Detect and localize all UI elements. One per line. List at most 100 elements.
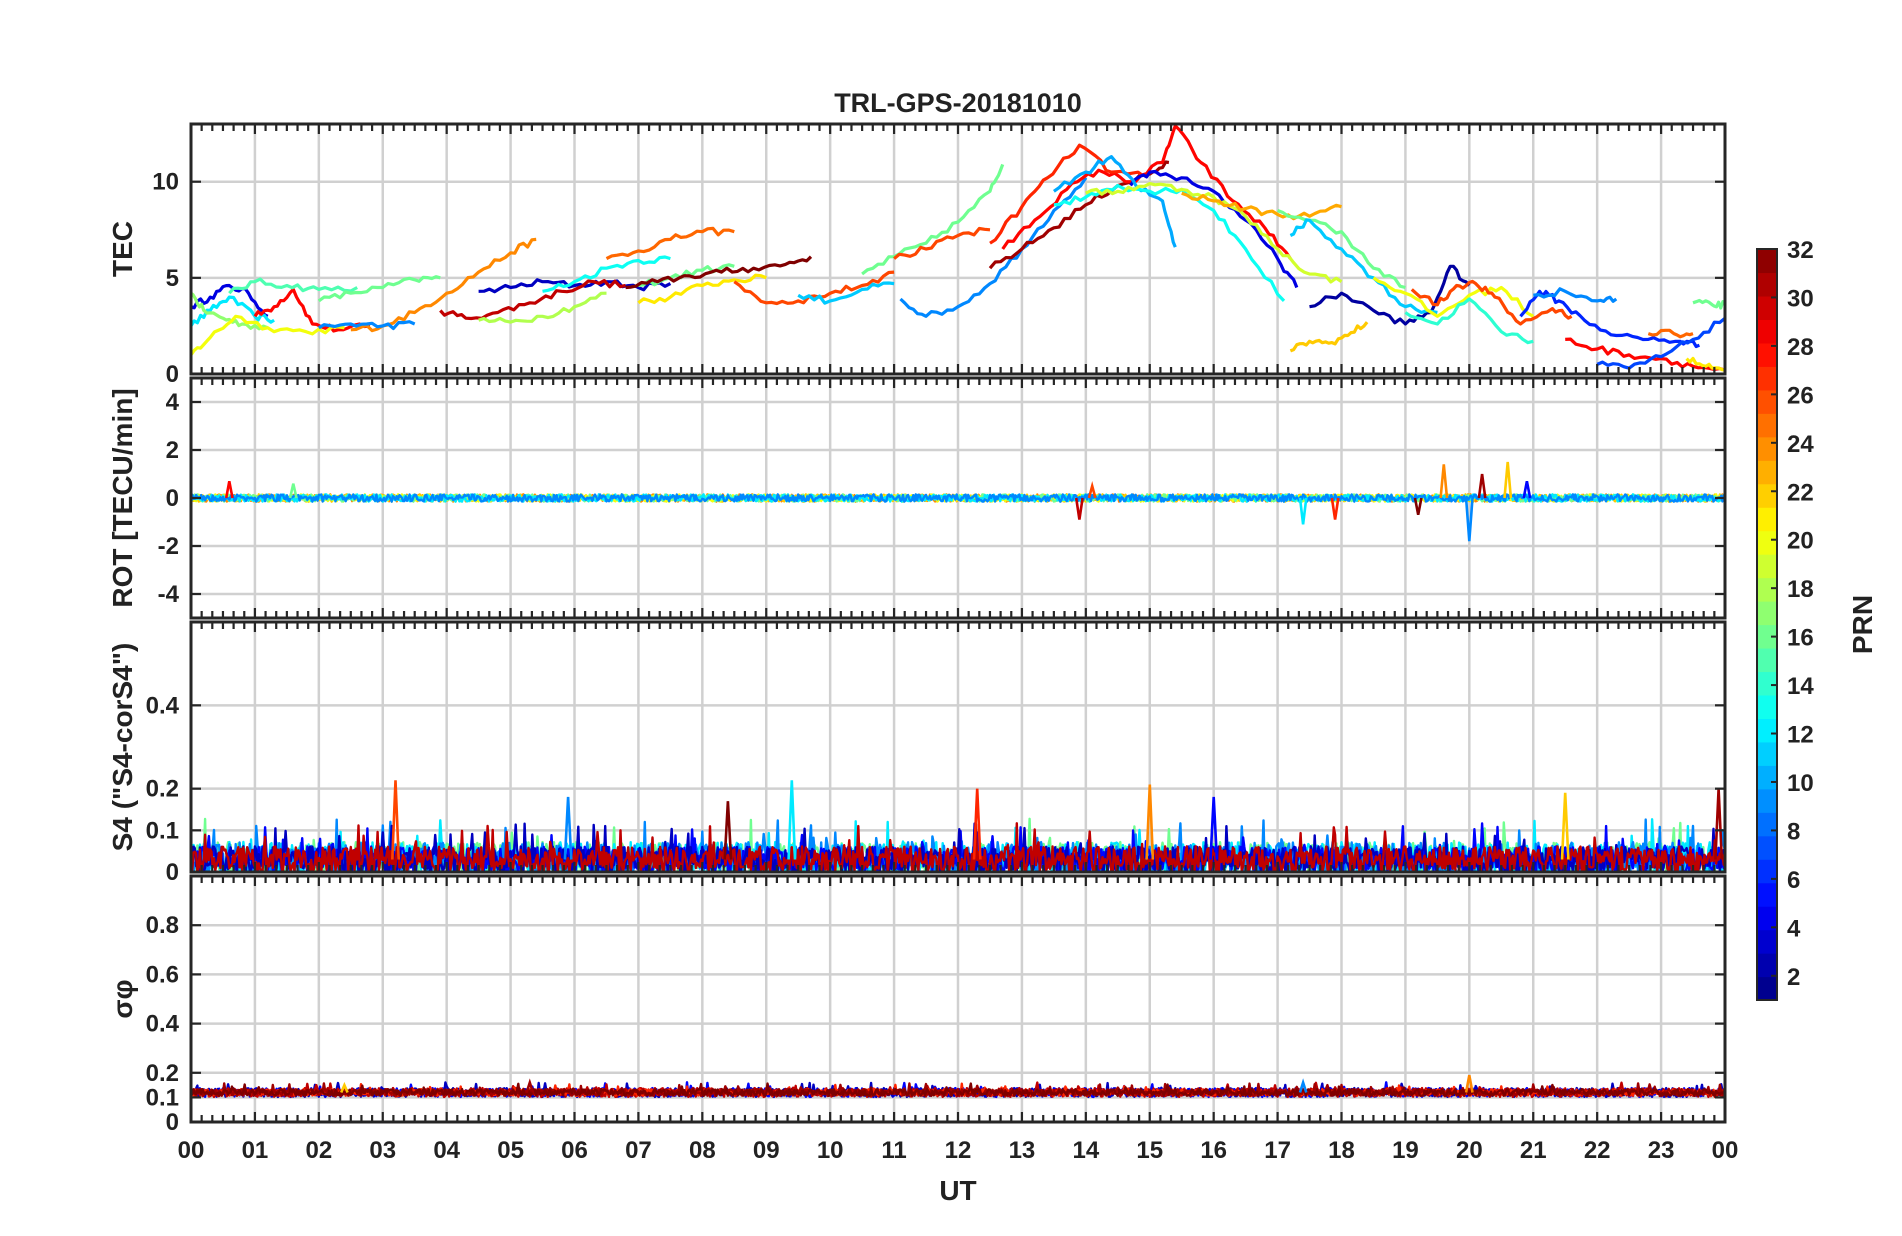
spike-mark [1074,497,1084,520]
colorbar-cell [1757,929,1777,954]
spike-mark [1464,497,1474,542]
tec-series-line [318,320,416,331]
spike-mark [972,788,982,860]
colorbar-cell [1757,647,1777,673]
colorbar-cell [1757,483,1777,508]
colorbar-cell [1757,694,1777,719]
spike-mark [1503,461,1513,499]
tec-series-line [625,255,813,290]
colorbar-tick-label: 18 [1787,576,1814,603]
x-tick-label: 17 [1264,1137,1291,1164]
colorbar-tick-label: 4 [1787,915,1801,942]
tec-series-line [478,291,607,324]
x-tick-label: 09 [753,1137,780,1164]
tec-series-line [1596,316,1725,370]
x-tick-label: 12 [945,1137,972,1164]
colorbar-tick-label: 2 [1787,964,1800,991]
tec-series-line [605,226,735,261]
x-tick-label: 00 [1712,1137,1739,1164]
y-tick-label: 0.4 [146,692,180,719]
colorbar-cell [1757,671,1777,696]
spike-mark [1464,1075,1474,1093]
y-axis-label: S4 ("S4-corS4") [107,643,138,852]
y-tick-label: 0.2 [146,1060,179,1087]
tec-series-line [191,314,345,356]
x-axis-label: UT [939,1175,976,1206]
y-tick-label: 0 [166,859,179,886]
tec-series-line [733,270,895,306]
colorbar-cell [1757,788,1777,813]
y-tick-label: 4 [166,389,180,416]
colorbar-cell [1757,953,1777,978]
y-tick-label: 2 [166,437,179,464]
colorbar-tick-label: 22 [1787,479,1814,506]
spike-mark [1209,796,1219,860]
tec-series-line [1410,279,1573,326]
x-tick-label: 23 [1648,1137,1675,1164]
colorbar-cell [1757,859,1777,884]
x-tick-label: 16 [1200,1137,1227,1164]
tec-series-line [1372,276,1535,318]
tec-series-line [1533,287,1618,303]
colorbar-tick-label: 24 [1787,431,1814,458]
spike-mark [723,801,733,860]
y-tick-label: -2 [158,533,179,560]
spike-mark [288,483,298,499]
colorbar-tick-label: 14 [1787,673,1814,700]
colorbar-cell [1757,812,1777,837]
colorbar-tick-label: 8 [1787,818,1800,845]
spike-mark [340,1081,349,1094]
tec-series-line [1129,169,1299,289]
tec-series-line [542,255,671,293]
tec-series-line [1404,297,1534,345]
colorbar-tick-label: 20 [1787,528,1814,555]
y-tick-label: -4 [158,581,180,608]
x-tick-label: 11 [881,1137,906,1164]
x-tick-label: 20 [1456,1137,1483,1164]
x-tick-label: 02 [305,1137,332,1164]
tec-series-line [1181,191,1342,221]
spike-mark [1087,480,1097,499]
spike-mark [1298,1078,1308,1093]
y-tick-label: 0.1 [146,1084,179,1111]
spike-mark [224,480,234,499]
tec-series-line [478,278,672,294]
colorbar-cell [1757,601,1777,626]
y-tick-label: 0.4 [146,1011,180,1038]
y-tick-label: 0.2 [146,776,179,803]
y-tick-label: 10 [152,169,179,196]
colorbar-cell [1757,882,1777,907]
colorbar-cell [1757,460,1777,485]
tec-series-line [1053,183,1286,303]
y-axis-label: TEC [107,221,138,277]
spike-mark [1477,473,1487,499]
y-tick-label: 5 [166,265,179,292]
tec-series-line [1309,264,1471,326]
colorbar-tick-label: 30 [1787,285,1814,312]
y-axis-label: ROT [TECU/min] [107,388,138,607]
tec-series-line [439,279,626,321]
y-tick-label: 0.6 [146,961,179,988]
tec-series-line [191,283,269,318]
colorbar-cell [1757,436,1777,461]
spike-mark [1413,497,1423,516]
colorbar-tick-label: 16 [1787,625,1814,652]
colorbar-cell [1757,249,1777,274]
noise-series-line [191,493,1725,503]
data-layer [191,124,1725,1099]
tec-series-line [1289,218,1438,315]
colorbar-cell [1757,319,1777,344]
tec-series-line [637,273,767,305]
colorbar-cell [1757,906,1777,931]
tec-series-line [1692,298,1725,310]
x-tick-label: 08 [689,1137,716,1164]
tec-series-line [228,277,358,295]
colorbar-cell [1757,413,1777,438]
y-axis-label: σφ [107,979,138,1018]
y-tick-label: 0.8 [146,912,179,939]
spike-mark [563,796,573,860]
x-tick-label: 18 [1328,1137,1355,1164]
tec-series-line [899,176,1088,318]
